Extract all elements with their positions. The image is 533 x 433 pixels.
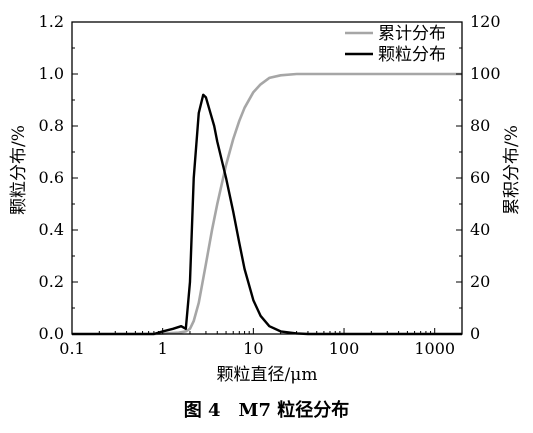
y-tick-label-left: 0.8 xyxy=(39,116,64,135)
plot-area: 0.0 0.2 0.4 0.6 0.8 1.0 1.2 0 20 40 60 80 100 120 0.1 1… xyxy=(39,12,501,358)
legend-label: 累计分布 xyxy=(378,24,446,44)
y-axis-title-left: 颗粒分布/% xyxy=(9,125,29,215)
y-tick-label-left: 1.2 xyxy=(39,12,64,31)
y-tick-label-right: 0 xyxy=(470,324,480,343)
series-line-1 xyxy=(153,72,462,336)
y-tick-label-right: 80 xyxy=(470,116,490,135)
y-tick-label-right: 60 xyxy=(470,168,490,187)
x-tick-label: 0.1 xyxy=(59,339,84,358)
x-tick-label: 1 xyxy=(158,339,168,358)
figure-caption: 图 4 M7 粒径分布 xyxy=(183,400,350,421)
x-tick-label: 100 xyxy=(329,339,360,358)
y-tick-label-right: 100 xyxy=(470,64,501,83)
y-tick-label-left: 0.0 xyxy=(39,324,64,343)
y-tick-label-left: 1.0 xyxy=(39,64,64,83)
y-tick-label-left: 0.2 xyxy=(39,272,64,291)
particle-size-chart: 0.0 0.2 0.4 0.6 0.8 1.0 1.2 0 20 40 60 80 100 120 0.1 1… xyxy=(9,12,522,385)
x-tick-label: 1000 xyxy=(414,339,455,358)
x-tick-label: 10 xyxy=(243,339,263,358)
x-axis-title: 颗粒直径/μm xyxy=(217,365,318,385)
plot-frame xyxy=(71,21,463,335)
y-tick-label-right: 20 xyxy=(470,272,490,291)
y-axis-title-right: 累积分布/% xyxy=(502,125,522,215)
series-line-2 xyxy=(72,93,462,336)
legend-label: 颗粒分布 xyxy=(378,45,446,65)
y-tick-label-right: 120 xyxy=(470,12,501,31)
y-tick-label-left: 0.6 xyxy=(39,168,64,187)
y-tick-label-right: 40 xyxy=(470,220,490,239)
y-tick-label-left: 0.4 xyxy=(39,220,64,239)
